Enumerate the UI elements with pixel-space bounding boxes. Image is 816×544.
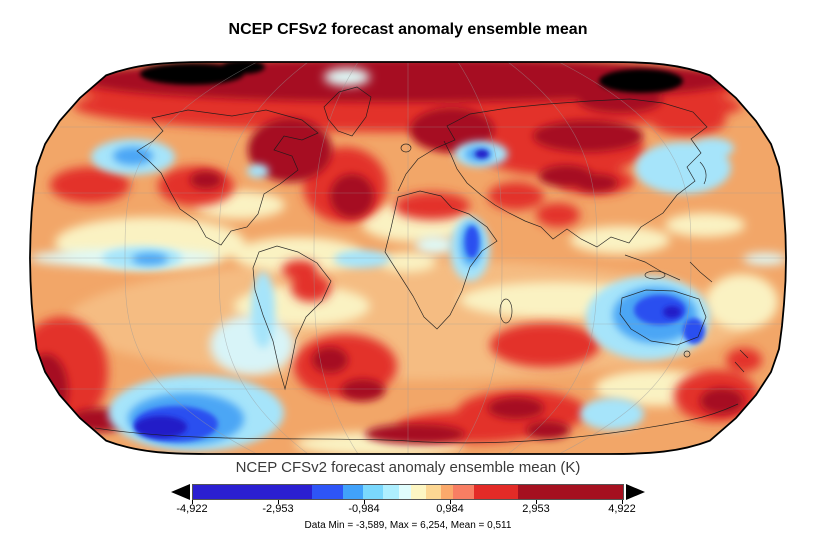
colorbar-tick-mark [278,500,279,504]
colorbar-left-arrow-icon [171,484,190,500]
coastlines [94,86,749,444]
colorbar-tick-label: -0,984 [348,503,380,515]
colorbar-segment [193,485,313,499]
colorbar-tick-mark [364,500,365,504]
colorbar-tick-mark [622,500,623,504]
colorbar-tick-label: -4,922 [176,503,208,515]
colorbar-segment [363,485,384,499]
colorbar-tick-label: 2,953 [522,503,550,515]
colorbar-segment [517,485,623,499]
colorbar-segment [452,485,474,499]
colorbar-segment [383,485,399,499]
colorbar-segment [398,485,411,499]
anomaly-field [30,62,786,454]
colorbar-segment [410,485,426,499]
colorbar-tick-label: 0,984 [436,503,464,515]
colorbar-ticks: -4,922 -2,953 -0,984 0,984 2,953 4,922 [176,503,635,517]
colorbar-tick-mark [536,500,537,504]
stats-line: Data Min = -3,589, Max = 6,254, Mean = 0… [304,520,512,531]
colorbar-label: NCEP CFSv2 forecast anomaly ensemble mea… [235,459,581,476]
graticule [30,62,786,454]
colorbar-gradient [192,484,624,504]
colorbar-segment [343,485,364,499]
plot-title: NCEP CFSv2 forecast anomaly ensemble mea… [228,21,588,38]
colorbar-segment [425,485,441,499]
colorbar-tick-mark [192,500,193,504]
colorbar-segment [473,485,518,499]
colorbar-tick-label: -2,953 [262,503,294,515]
colorbar-tick-label: 4,922 [608,503,636,515]
map-outline [29,61,787,455]
colorbar-segment [312,485,344,499]
colorbar-right-arrow-icon [626,484,645,500]
coldest-cores [135,149,681,438]
colorbar-segment [440,485,453,499]
colorbar-tick-mark [450,500,451,504]
